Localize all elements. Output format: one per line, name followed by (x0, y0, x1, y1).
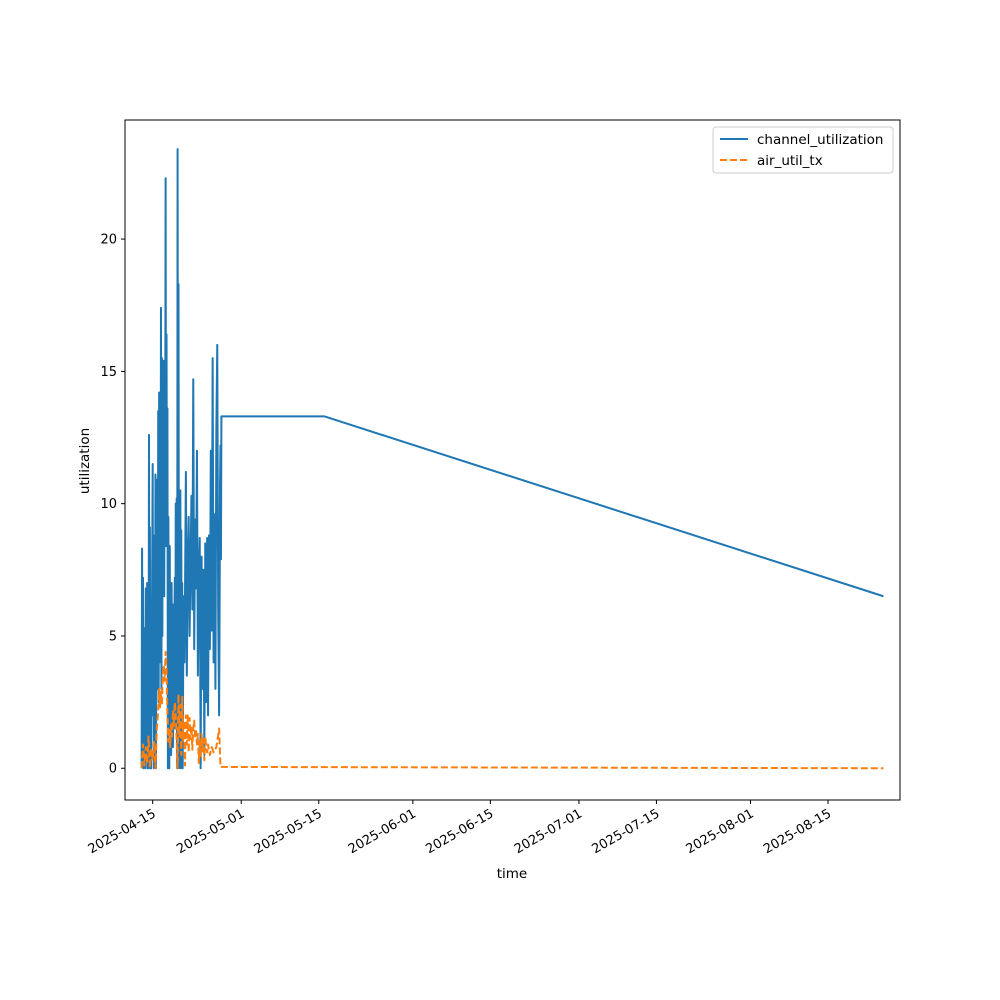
axes-frame (124, 119, 901, 801)
legend-label-channel-utilization: channel_utilization (757, 132, 884, 148)
y-tick-label: 5 (109, 629, 117, 644)
series-line-air-util-tx (140, 650, 884, 770)
x-axis-label: time (497, 866, 528, 882)
y-tick-label: 20 (100, 233, 117, 248)
legend-label-air-util-tx: air_util_tx (757, 153, 823, 169)
y-axis-label: utilization (77, 428, 93, 494)
y-tick-label: 10 (100, 497, 117, 512)
legend-box (712, 126, 894, 174)
y-tick-label: 0 (109, 762, 117, 777)
y-tick-label: 15 (100, 365, 117, 380)
series-line-channel-utilization (140, 148, 884, 770)
legend: channel_utilization air_util_tx (712, 126, 894, 174)
series-layer (140, 148, 884, 770)
plot-area (140, 148, 884, 770)
y-axis: 0 5 10 15 20 (100, 233, 125, 777)
